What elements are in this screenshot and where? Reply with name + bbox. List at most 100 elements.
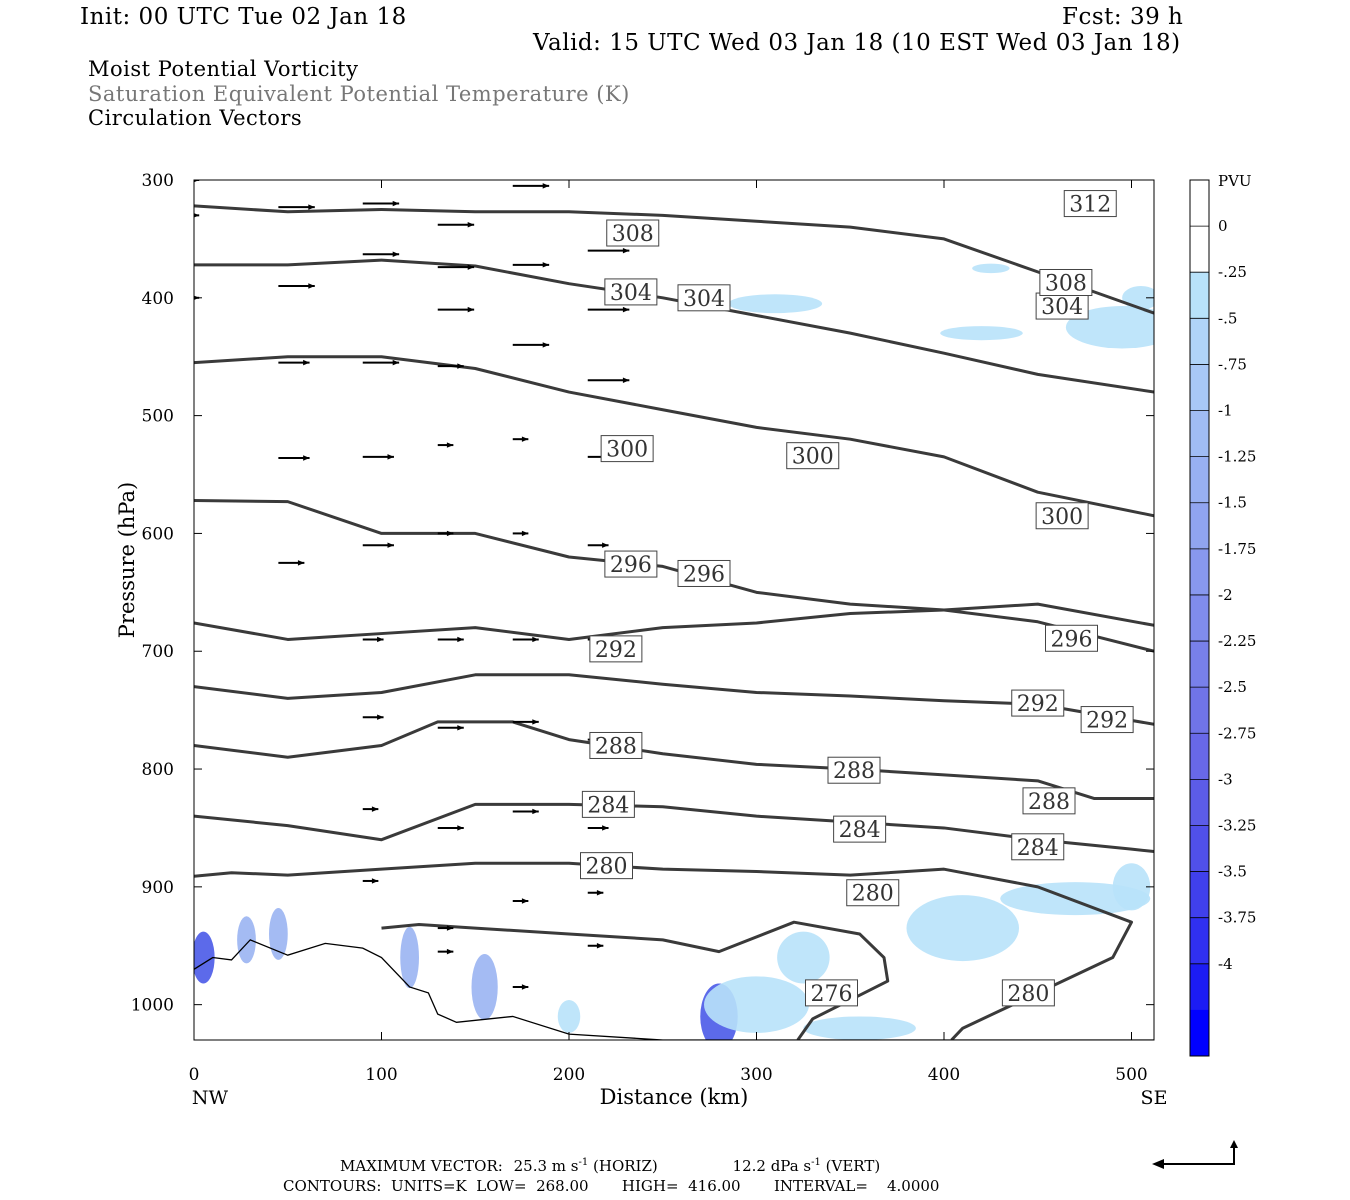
colorbar-swatch	[1190, 272, 1209, 319]
contour-label-box	[580, 852, 633, 880]
contour-label-300: 300	[1041, 505, 1083, 530]
colorbar-tick-label: -3.75	[1218, 909, 1256, 927]
colorbar-frame	[1189, 179, 1210, 1057]
contour-label-292: 292	[1017, 692, 1059, 717]
colorbar-tick-label: -1.75	[1218, 540, 1256, 558]
contour-label-box	[1011, 689, 1065, 717]
vector-arrowhead	[446, 948, 454, 955]
vector-arrowhead	[622, 247, 630, 254]
colorbar-tick-label: -3.5	[1218, 863, 1247, 881]
colorbar-swatch	[1190, 410, 1209, 458]
x-end-label-se: SE	[1141, 1087, 1168, 1109]
vector-arrowhead	[392, 359, 400, 366]
contour-label-box	[1011, 833, 1065, 861]
contour-label-312: 312	[1069, 193, 1111, 218]
colorbar-tick-label: -.5	[1218, 309, 1237, 327]
contour-label-box	[581, 790, 635, 818]
colorbar-swatch	[1190, 226, 1209, 273]
pv-shading-layer	[194, 263, 1154, 1040]
y-tick-label: 400	[142, 289, 174, 309]
pv-region	[194, 931, 215, 984]
vector-arrowhead	[457, 363, 464, 369]
contour-label-300: 300	[792, 445, 834, 470]
contour-label-box	[805, 979, 858, 1007]
vector-arrowhead	[521, 898, 529, 904]
vector-arrowhead	[467, 222, 475, 228]
forecast-hour: Fcst: 39 h	[1062, 4, 1184, 30]
colorbar-swatch	[1190, 871, 1209, 919]
contour-label-304: 304	[610, 281, 652, 306]
x-tick-label: 0	[189, 1065, 200, 1085]
contour-label-308: 308	[1045, 271, 1087, 296]
cross-section-chart: 276 280 280 280 284 284 284 288 288 288 292 292 292 2…	[115, 107, 1256, 1109]
x-tick-label: 100	[365, 1065, 397, 1085]
contour-label-284: 284	[1017, 836, 1059, 861]
vector-arrowhead	[377, 714, 384, 720]
contour-label-box	[677, 559, 731, 587]
contour-label-box	[786, 442, 840, 470]
colorbar-swatch	[1190, 641, 1209, 688]
contour-label-288: 288	[595, 734, 637, 759]
colorbar-tick-label: 0	[1218, 217, 1228, 235]
contour-label-304: 304	[1041, 295, 1083, 320]
max-vector-label: MAXIMUM VECTOR:	[340, 1157, 503, 1175]
contour-label-280: 280	[1007, 982, 1049, 1007]
reference-vector-icon	[1152, 1140, 1238, 1169]
vector-arrowhead	[308, 107, 314, 112]
vector-arrowhead	[622, 306, 630, 313]
contour-label-300: 300	[606, 438, 648, 463]
colorbar-swatch	[1190, 456, 1209, 504]
colorbar-swatch	[1190, 594, 1209, 642]
pv-region	[1112, 863, 1151, 911]
contour-label-box	[1045, 624, 1098, 652]
x-tick-label: 500	[1115, 1065, 1147, 1085]
vector-arrowhead	[596, 943, 604, 949]
vector-arrowhead	[457, 636, 464, 643]
colorbar-swatch	[1190, 180, 1209, 227]
contour-312	[194, 204, 1154, 315]
colorbar-swatch	[1190, 917, 1209, 965]
theta-es-contours	[194, 204, 1154, 1040]
contour-label-296: 296	[610, 553, 652, 578]
contour-label-292: 292	[1086, 709, 1128, 734]
colorbar-swatch	[1190, 548, 1209, 596]
vector-arrowhead	[392, 200, 400, 207]
terrain-line	[194, 939, 1154, 1040]
vector-arrowhead	[467, 264, 475, 270]
contour-label-box	[600, 435, 654, 463]
vector-arrowhead	[194, 180, 200, 183]
y-tick-label: 700	[142, 642, 174, 662]
contour-label-288: 288	[833, 759, 875, 784]
contour-label-box	[604, 278, 658, 306]
contour-label-308: 308	[612, 222, 654, 247]
x-tick-label: 400	[928, 1065, 960, 1085]
vector-arrowhead	[308, 283, 315, 289]
x-tick-label: 200	[553, 1065, 585, 1085]
vector-arrowhead	[303, 359, 310, 366]
contour-292	[194, 673, 1154, 726]
colorbar-tick-label: -2	[1218, 586, 1233, 604]
vector-arrowhead	[457, 825, 464, 831]
vector-arrowhead	[446, 925, 454, 931]
vector-arrowhead	[602, 825, 609, 831]
pv-region	[269, 908, 288, 960]
vector-arrowhead	[542, 342, 550, 348]
vector-arrowhead	[602, 542, 609, 548]
contour-label-box	[589, 731, 643, 759]
max-vector-vert: 12.2 dPa s	[732, 1157, 812, 1175]
max-vector-line: MAXIMUM VECTOR: 25.3 m s-1 (HORIZ) 12.2 …	[340, 1157, 880, 1175]
y-tick-label: 300	[142, 171, 174, 191]
contour-label-box	[677, 284, 731, 312]
vector-arrowhead	[521, 436, 529, 442]
contour-label-280: 280	[852, 882, 894, 907]
colorbar-tick-label: -1	[1218, 402, 1233, 420]
contour-label-280: 280	[586, 855, 628, 880]
contour-label-box	[1001, 979, 1055, 1007]
colorbar-tick-label: -1.25	[1218, 448, 1256, 466]
pv-region	[972, 263, 1010, 274]
colorbar-tick-label: -4	[1218, 955, 1233, 973]
contour-label-box	[1035, 502, 1089, 530]
contour-300	[194, 498, 1154, 653]
pv-region	[777, 931, 830, 984]
y-axis-title: Pressure (hPa)	[115, 482, 139, 638]
